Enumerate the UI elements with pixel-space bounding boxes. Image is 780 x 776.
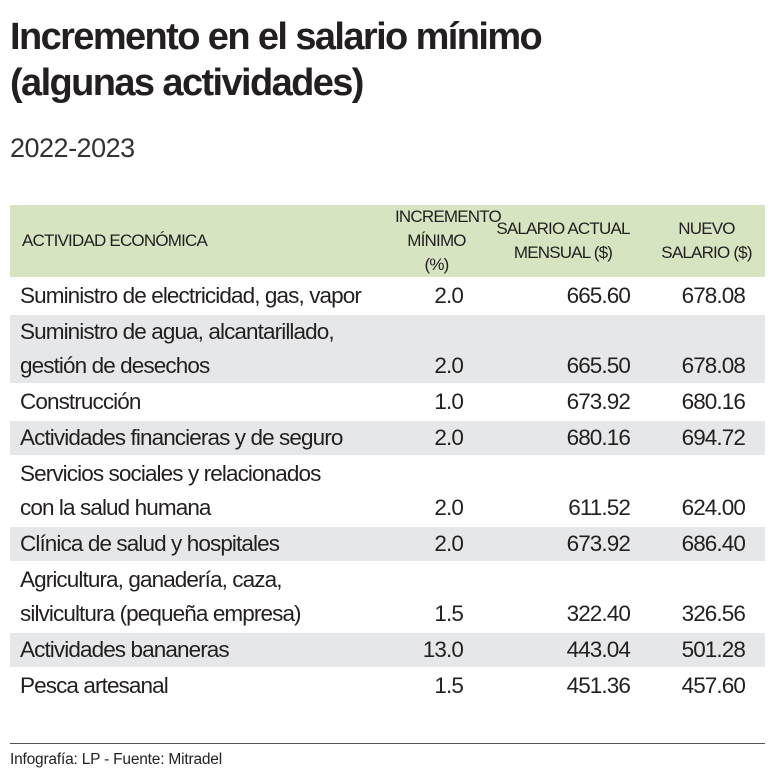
cell-increment: 1.0 bbox=[434, 389, 463, 414]
title-line-1: Incremento en el salario mínimo bbox=[10, 16, 543, 58]
table-row: Construcción 1.0 673.92 680.16 bbox=[10, 385, 765, 419]
cell-activity: Servicios sociales y relacionados con la … bbox=[10, 457, 395, 525]
cell-activity: Actividades bananeras bbox=[10, 633, 395, 667]
cell-new-salary: 624.00 bbox=[681, 495, 746, 520]
cell-current-salary: 451.36 bbox=[566, 673, 631, 698]
cell-new-salary: 678.08 bbox=[681, 283, 746, 308]
subtitle: 2022-2023 bbox=[10, 133, 135, 163]
cell-increment: 1.5 bbox=[434, 601, 463, 626]
column-header-new-salary: NUEVO SALARIO ($) bbox=[661, 219, 752, 262]
table-row: Agricultura, ganadería, caza, silvicultur… bbox=[10, 563, 765, 631]
activity-text: silvicultura (pequeña empresa) bbox=[20, 601, 302, 626]
footer-divider bbox=[10, 743, 765, 744]
cell-new-salary: 678.08 bbox=[681, 353, 746, 378]
column-header-increment: INCREMENTO MÍNIMO (%) bbox=[395, 207, 502, 274]
cell-new-salary: 326.56 bbox=[681, 601, 746, 626]
cell-increment: 13.0 bbox=[422, 637, 464, 662]
cell-current-salary: 680.16 bbox=[566, 425, 631, 450]
activity-text: Construcción bbox=[20, 389, 141, 414]
cell-current-salary: 443.04 bbox=[566, 637, 631, 662]
cell-increment: 2.0 bbox=[434, 353, 463, 378]
title-line-2: (algunas actividades) bbox=[10, 62, 364, 104]
cell-activity: Suministro de agua, alcantarillado, gesti… bbox=[10, 315, 395, 383]
activity-text: Actividades bananeras bbox=[20, 637, 230, 662]
activity-text: Pesca artesanal bbox=[20, 673, 169, 698]
cell-current-salary: 673.92 bbox=[566, 389, 631, 414]
activity-text: con la salud humana bbox=[20, 495, 211, 520]
cell-current-salary: 665.50 bbox=[566, 353, 631, 378]
cell-increment: 2.0 bbox=[434, 283, 463, 308]
table-row: Suministro de electricidad, gas, vapor 2.… bbox=[10, 279, 765, 313]
cell-activity: Suministro de electricidad, gas, vapor bbox=[10, 279, 395, 313]
cell-increment: 2.0 bbox=[434, 531, 463, 556]
cell-current-salary: 665.60 bbox=[566, 283, 631, 308]
salary-table: ACTIVIDAD ECONÓMICA INCREMENTO MÍNIMO (%)… bbox=[10, 203, 765, 705]
cell-increment: 2.0 bbox=[434, 495, 463, 520]
cell-current-salary: 611.52 bbox=[568, 495, 631, 520]
activity-text: Suministro de electricidad, gas, vapor bbox=[20, 283, 362, 308]
cell-activity: Pesca artesanal bbox=[10, 669, 395, 703]
cell-activity: Actividades financieras y de seguro bbox=[10, 421, 395, 455]
table-row: Actividades bananeras 13.0 443.04 501.28 bbox=[10, 633, 765, 667]
cell-current-salary: 322.40 bbox=[566, 601, 631, 626]
table-row: Pesca artesanal 1.5 451.36 457.60 bbox=[10, 669, 765, 703]
cell-new-salary: 457.60 bbox=[681, 673, 746, 698]
cell-activity: Clínica de salud y hospitales bbox=[10, 527, 395, 561]
activity-text: Agricultura, ganadería, caza, bbox=[20, 567, 282, 592]
cell-activity: Construcción bbox=[10, 385, 395, 419]
page-title: Incremento en el salario mínimo (algunas… bbox=[10, 14, 543, 106]
cell-activity: Agricultura, ganadería, caza, silvicultur… bbox=[10, 563, 395, 631]
activity-text: gestión de desechos bbox=[20, 353, 210, 378]
activity-text: Servicios sociales y relacionados bbox=[20, 461, 321, 486]
table-row: Clínica de salud y hospitales 2.0 673.92 68… bbox=[10, 527, 765, 561]
column-header-activity: ACTIVIDAD ECONÓMICA bbox=[22, 231, 208, 250]
cell-new-salary: 501.28 bbox=[681, 637, 746, 662]
cell-increment: 1.5 bbox=[434, 673, 463, 698]
source-credit: Infografía: LP - Fuente: Mitradel bbox=[10, 751, 222, 768]
table-row: Actividades financieras y de seguro 2.0 68… bbox=[10, 421, 765, 455]
column-header-current-salary: SALARIO ACTUAL MENSUAL ($) bbox=[496, 219, 630, 262]
cell-increment: 2.0 bbox=[434, 425, 463, 450]
cell-new-salary: 694.72 bbox=[681, 425, 746, 450]
table-header-row: ACTIVIDAD ECONÓMICA INCREMENTO MÍNIMO (%)… bbox=[10, 205, 765, 277]
activity-text: Suministro de agua, alcantarillado, bbox=[20, 319, 335, 344]
table-row: Suministro de agua, alcantarillado, gesti… bbox=[10, 315, 765, 383]
activity-text: Clínica de salud y hospitales bbox=[20, 531, 280, 556]
cell-new-salary: 680.16 bbox=[681, 389, 746, 414]
cell-current-salary: 673.92 bbox=[566, 531, 631, 556]
activity-text: Actividades financieras y de seguro bbox=[20, 425, 343, 450]
cell-new-salary: 686.40 bbox=[681, 531, 746, 556]
table-row: Servicios sociales y relacionados con la … bbox=[10, 457, 765, 525]
